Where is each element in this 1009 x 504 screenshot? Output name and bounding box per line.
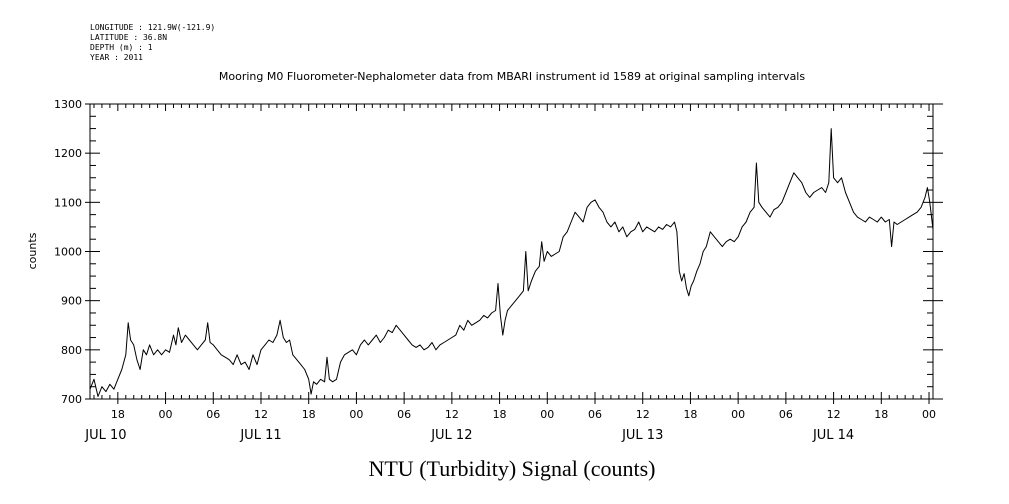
metadata-block: LONGITUDE : 121.9W(-121.9) LATITUDE : 36…	[90, 23, 215, 62]
chart-title: Mooring M0 Fluorometer-Nephalometer data…	[219, 70, 805, 83]
y-tick-label: 800	[61, 344, 82, 357]
metadata-line: DEPTH (m) : 1	[90, 43, 153, 52]
y-tick-label: 1200	[54, 147, 82, 160]
x-tick-label: 06	[588, 408, 602, 421]
x-tick-label: 00	[159, 408, 173, 421]
date-label: JUL 14	[812, 428, 854, 443]
y-tick-labels: 700 800 900 1000 1100 1200 1300	[54, 98, 82, 406]
y-tick-label: 1100	[54, 196, 82, 209]
x-tick-label: 12	[827, 408, 841, 421]
axis-ticks	[85, 103, 943, 404]
date-label: JUL 10	[84, 428, 126, 443]
x-tick-label: 06	[206, 408, 220, 421]
date-label: JUL 12	[430, 428, 472, 443]
x-tick-label: 18	[683, 408, 697, 421]
x-tick-label: 12	[636, 408, 650, 421]
x-tick-label: 00	[922, 408, 936, 421]
metadata-line: LATITUDE : 36.8N	[90, 33, 167, 42]
series-line	[89, 128, 934, 397]
x-tick-label: 18	[493, 408, 507, 421]
plot-frame	[89, 103, 934, 400]
series-group	[89, 128, 934, 397]
y-axis-label: counts	[26, 232, 39, 269]
x-tick-labels: 18 00 06 12 18 00 06 12 18 00 06 12 18 00 06 12 18 00	[111, 408, 936, 421]
x-tick-label: 06	[397, 408, 411, 421]
y-tick-label: 1000	[54, 246, 82, 259]
x-tick-label: 18	[111, 408, 125, 421]
metadata-line: YEAR : 2011	[90, 53, 143, 62]
x-axis-label: NTU (Turbidity) Signal (counts)	[368, 456, 655, 481]
x-tick-label: 00	[349, 408, 363, 421]
x-tick-label: 06	[779, 408, 793, 421]
date-labels: JUL 10 JUL 11 JUL 12 JUL 13 JUL 14	[84, 428, 854, 443]
y-tick-label: 700	[61, 393, 82, 406]
y-tick-label: 1300	[54, 98, 82, 111]
x-tick-label: 00	[731, 408, 745, 421]
x-tick-label: 18	[302, 408, 316, 421]
x-tick-label: 12	[254, 408, 268, 421]
date-label: JUL 13	[621, 428, 663, 443]
x-tick-label: 12	[445, 408, 459, 421]
metadata-line: LONGITUDE : 121.9W(-121.9)	[90, 23, 215, 32]
y-tick-label: 900	[61, 295, 82, 308]
x-tick-label: 18	[874, 408, 888, 421]
date-label: JUL 11	[239, 428, 281, 443]
x-tick-label: 00	[540, 408, 554, 421]
